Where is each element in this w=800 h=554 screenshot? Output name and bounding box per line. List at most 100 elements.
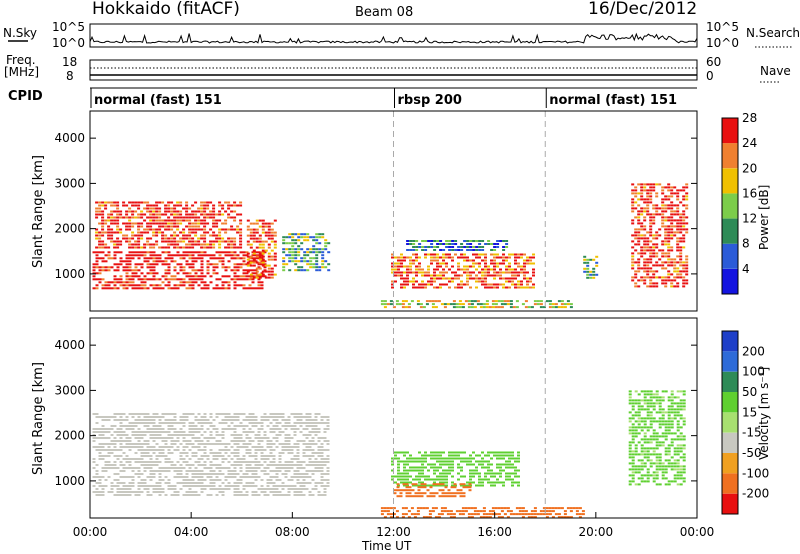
range-gate-cell xyxy=(419,306,423,309)
range-gate-cell xyxy=(233,272,237,275)
range-gate-cell xyxy=(101,455,105,457)
range-gate-cell xyxy=(502,451,505,454)
range-gate-cell xyxy=(248,449,252,451)
range-gate-cell xyxy=(631,261,635,264)
range-gate-cell xyxy=(451,249,455,251)
range-gate-cell xyxy=(294,257,298,260)
range-gate-cell xyxy=(179,210,183,213)
range-gate-cell xyxy=(236,455,240,457)
range-gate-cell xyxy=(457,454,460,457)
range-gate-cell xyxy=(155,219,159,222)
range-gate-cell xyxy=(104,416,108,418)
range-gate-cell xyxy=(146,494,150,496)
range-gate-cell xyxy=(261,228,265,231)
range-gate-cell xyxy=(463,457,466,460)
range-gate-cell xyxy=(539,306,543,309)
range-gate-cell xyxy=(529,277,532,280)
range-gate-cell xyxy=(182,422,186,424)
range-gate-cell xyxy=(679,447,683,450)
range-gate-cell xyxy=(436,240,440,242)
range-gate-cell xyxy=(433,478,436,481)
range-gate-cell xyxy=(655,456,659,459)
range-gate-cell xyxy=(640,234,644,237)
range-gate-cell xyxy=(188,222,192,225)
range-gate-cell xyxy=(670,189,674,192)
range-gate-cell xyxy=(685,207,689,210)
range-gate-cell xyxy=(203,275,207,278)
range-gate-cell xyxy=(661,462,665,465)
range-gate-cell xyxy=(164,440,168,442)
range-gate-cell xyxy=(245,452,249,454)
power-colorbar-label: Power [dB] xyxy=(757,185,771,250)
range-gate-cell xyxy=(161,479,165,481)
range-gate-cell xyxy=(406,256,409,259)
range-gate-cell xyxy=(158,216,162,219)
range-gate-cell xyxy=(176,470,180,472)
range-gate-cell xyxy=(460,249,464,251)
range-gate-cell xyxy=(92,428,96,430)
range-gate-cell xyxy=(445,469,448,472)
range-gate-cell xyxy=(530,510,534,513)
range-gate-cell xyxy=(299,485,303,487)
range-gate-cell xyxy=(460,466,463,469)
range-gate-cell xyxy=(119,494,123,496)
range-gate-cell xyxy=(502,262,505,265)
range-gate-cell xyxy=(682,219,686,222)
range-gate-cell xyxy=(676,423,680,426)
range-gate-cell xyxy=(218,473,222,475)
range-gate-cell xyxy=(185,204,189,207)
range-gate-cell xyxy=(188,284,192,287)
range-gate-cell xyxy=(530,516,534,519)
range-gate-cell xyxy=(230,237,234,240)
range-gate-cell xyxy=(131,425,135,427)
range-gate-cell xyxy=(308,455,312,457)
range-gate-cell xyxy=(429,486,433,489)
range-gate-cell xyxy=(430,253,433,256)
range-gate-cell xyxy=(291,260,295,263)
range-gate-cell xyxy=(664,225,668,228)
range-gate-cell xyxy=(311,464,315,466)
range-gate-cell xyxy=(194,467,198,469)
range-gate-cell xyxy=(496,262,499,265)
range-gate-cell xyxy=(107,464,111,466)
range-gate-cell xyxy=(664,267,668,270)
range-gate-cell xyxy=(416,513,420,516)
range-gate-cell xyxy=(242,425,246,427)
range-gate-cell xyxy=(308,440,312,442)
range-gate-cell xyxy=(634,432,638,435)
range-gate-cell xyxy=(673,477,677,480)
range-gate-cell xyxy=(413,516,417,519)
range-gate-cell xyxy=(305,419,309,421)
range-gate-cell xyxy=(149,246,153,249)
range-gate-cell xyxy=(143,419,147,421)
range-gate-cell xyxy=(287,440,291,442)
range-gate-cell xyxy=(485,300,489,303)
range-gate-cell xyxy=(182,467,186,469)
range-gate-cell xyxy=(664,447,668,450)
range-gate-cell xyxy=(254,434,258,436)
range-gate-cell xyxy=(499,277,502,280)
range-gate-cell xyxy=(92,272,96,275)
range-gate-cell xyxy=(682,285,686,288)
range-gate-cell xyxy=(284,476,288,478)
range-gate-cell xyxy=(161,234,165,237)
range-gate-cell xyxy=(270,231,274,234)
range-gate-cell xyxy=(218,479,222,481)
range-gate-cell xyxy=(170,213,174,216)
range-gate-cell xyxy=(673,285,677,288)
range-gate-cell xyxy=(434,507,438,510)
range-gate-cell xyxy=(261,225,265,228)
range-gate-cell xyxy=(517,484,520,487)
range-gate-cell xyxy=(475,262,478,265)
range-gate-cell xyxy=(116,485,120,487)
range-gate-cell xyxy=(251,446,255,448)
range-gate-cell xyxy=(209,431,213,433)
range-gate-cell xyxy=(485,516,489,519)
range-gate-cell xyxy=(457,466,460,469)
range-gate-cell xyxy=(514,466,517,469)
range-gate-cell xyxy=(646,399,650,402)
range-gate-cell xyxy=(242,269,246,272)
range-gate-cell xyxy=(128,476,132,478)
range-gate-cell xyxy=(673,474,677,477)
y-tick-label: 2000 xyxy=(54,222,85,236)
